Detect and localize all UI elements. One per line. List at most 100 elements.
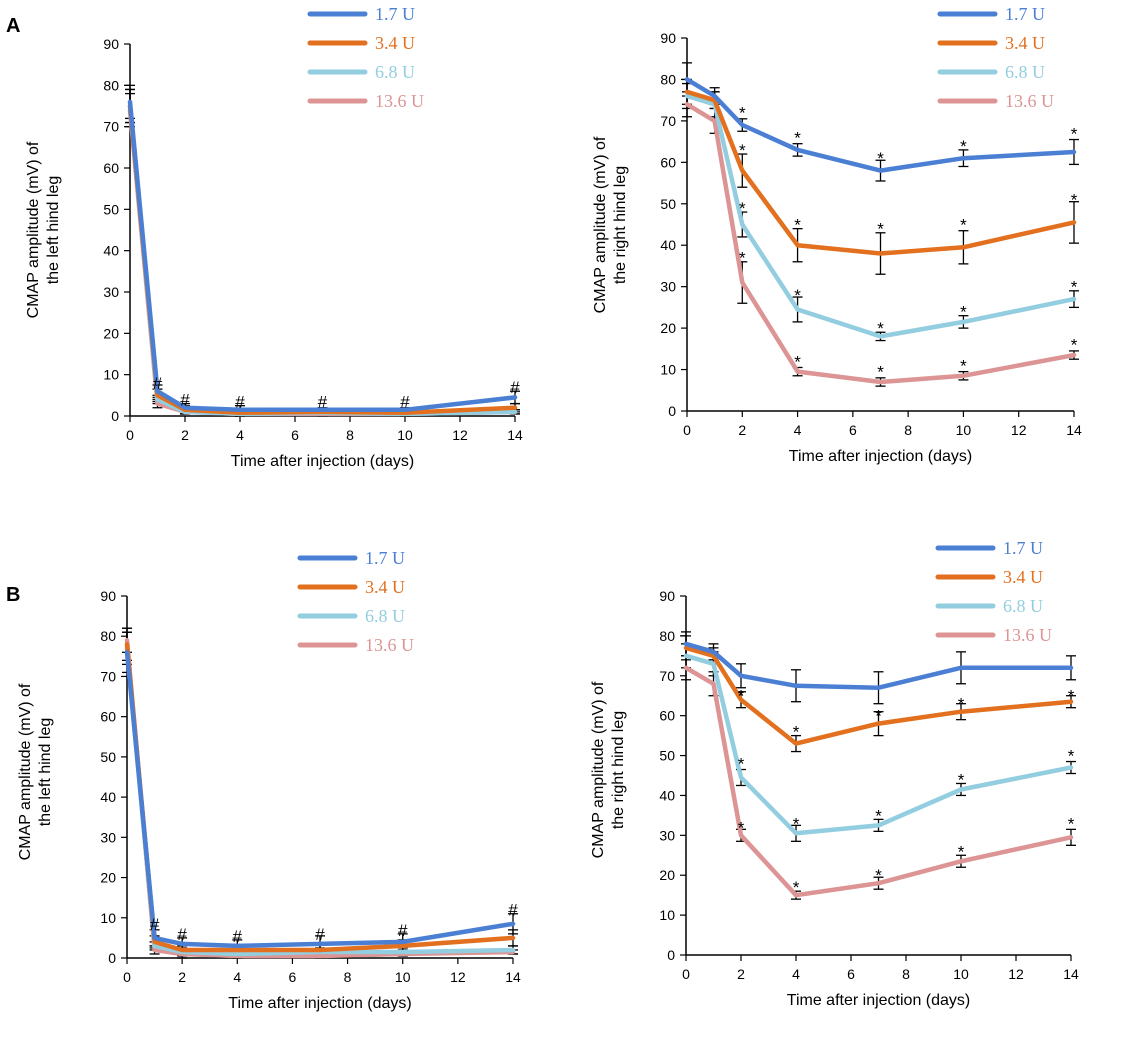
- y-axis-title-line: CMAP amplitude (mV) of: [590, 681, 607, 858]
- x-tick-label: 6: [289, 969, 297, 985]
- data-point-6-8u: [877, 823, 880, 827]
- y-tick-label: 90: [100, 588, 116, 604]
- legend: 1.7 U 3.4 U 6.8 U 13.6 U: [297, 548, 414, 655]
- y-axis-title-line: CMAP amplitude (mV) of: [25, 141, 42, 318]
- data-point-1-7u: [796, 148, 800, 152]
- y-tick-label: 20: [659, 867, 675, 883]
- asterisk-marker: *: [738, 687, 745, 706]
- x-tick-label: 6: [847, 966, 855, 982]
- series-line-3-4u: [127, 103, 518, 415]
- x-tick-label: 2: [737, 966, 745, 982]
- y-tick-label: 20: [103, 325, 119, 341]
- series-13-6u: [125, 92, 520, 417]
- y-tick-label: 40: [100, 789, 116, 805]
- legend-label: 3.4 U: [365, 577, 405, 597]
- data-point-13-6u: [794, 893, 798, 897]
- y-axis-title-line: the right hind leg: [610, 711, 627, 829]
- asterisk-marker: *: [738, 818, 745, 837]
- x-axis-title: Time after injection (days): [787, 992, 970, 1009]
- data-point-1-7u: [685, 77, 689, 81]
- hash-marker: #: [315, 925, 325, 944]
- y-tick-label: 70: [100, 668, 116, 684]
- data-point-1-7u: [712, 650, 715, 654]
- data-point-3-4u: [511, 936, 515, 940]
- data-point-1-7u: [321, 408, 324, 412]
- legend-item-13-6u: 13.6 U: [935, 625, 1052, 645]
- y-tick-label: 0: [111, 408, 119, 424]
- x-tick-label: 4: [794, 422, 802, 438]
- asterisk-marker: *: [1071, 124, 1078, 143]
- x-tick-label: 14: [1066, 422, 1082, 438]
- data-point-6-8u: [511, 948, 515, 952]
- hash-marker: #: [153, 374, 163, 393]
- y-tick-label: 0: [667, 947, 675, 963]
- x-tick-label: 12: [450, 969, 466, 985]
- legend-item-3-4u: 3.4 U: [937, 33, 1045, 53]
- legend-item-1-7u: 1.7 U: [297, 548, 405, 568]
- legend-item-13-6u: 13.6 U: [297, 635, 414, 655]
- x-tick-label: 6: [849, 422, 857, 438]
- data-point-3-4u: [153, 940, 157, 944]
- data-point-1-7u: [183, 406, 187, 410]
- x-tick-label: 0: [126, 427, 134, 443]
- data-point-13-6u: [712, 682, 715, 686]
- data-point-3-4u: [401, 944, 405, 948]
- y-tick-label: 50: [103, 201, 119, 217]
- y-tick-label: 80: [659, 628, 675, 644]
- asterisk-marker: *: [793, 723, 800, 742]
- data-point-6-8u: [959, 787, 963, 791]
- data-point-13-6u: [959, 859, 963, 863]
- x-tick-label: 2: [738, 422, 746, 438]
- y-axis-title-line: the left hind leg: [45, 176, 62, 285]
- data-point-3-4u: [794, 742, 798, 746]
- legend-label: 6.8 U: [365, 606, 405, 626]
- asterisk-marker: *: [877, 220, 884, 239]
- asterisk-marker: *: [1071, 278, 1078, 297]
- x-tick-label: 10: [397, 427, 413, 443]
- y-tick-label: 10: [660, 362, 676, 378]
- x-tick-label: 8: [346, 427, 354, 443]
- panel-label-b: B: [6, 584, 20, 606]
- asterisk-marker: *: [958, 842, 965, 861]
- data-point-6-8u: [1069, 766, 1073, 770]
- data-point-13-6u: [713, 119, 717, 123]
- hash-marker: #: [318, 393, 328, 412]
- data-point-3-4u: [740, 169, 744, 173]
- series-1-7u: [122, 631, 518, 953]
- data-point-13-6u: [1069, 835, 1073, 839]
- panel-label-a: A: [6, 15, 20, 37]
- data-point-1-7u: [1072, 150, 1076, 154]
- hash-marker: #: [400, 393, 410, 412]
- series-line-1-7u: [127, 99, 518, 413]
- data-point-13-6u: [796, 370, 800, 374]
- y-axis-title: CMAP amplitude (mV) of the left hind leg: [17, 683, 54, 860]
- y-tick-label: 90: [660, 30, 676, 46]
- x-tick-label: 14: [1063, 966, 1079, 982]
- y-axis-title-line: the left hind leg: [37, 718, 54, 827]
- data-point-3-4u: [685, 90, 689, 94]
- legend-label: 1.7 U: [1005, 4, 1045, 24]
- series-line-6-8u: [127, 103, 518, 417]
- legend-label: 13.6 U: [1005, 91, 1054, 111]
- x-tick-label: 14: [507, 427, 523, 443]
- asterisk-marker: *: [958, 770, 965, 789]
- asterisk-marker: *: [877, 149, 884, 168]
- legend-label: 6.8 U: [1003, 596, 1043, 616]
- series-3-4u: [122, 627, 518, 957]
- series-line-1-7u: [124, 650, 516, 949]
- y-tick-label: 60: [100, 709, 116, 725]
- data-point-3-4u: [125, 642, 129, 646]
- data-point-3-4u: [235, 948, 239, 952]
- data-point-13-6u: [739, 833, 743, 837]
- data-point-6-8u: [796, 307, 800, 311]
- asterisk-marker: *: [794, 216, 801, 235]
- y-tick-label: 80: [660, 71, 676, 87]
- hash-marker: #: [180, 390, 190, 409]
- x-tick-label: 10: [953, 966, 969, 982]
- data-point-1-7u: [713, 94, 717, 98]
- x-tick-label: 14: [505, 969, 521, 985]
- series-6-8u: [125, 88, 520, 417]
- data-point-13-6u: [1072, 353, 1076, 357]
- data-point-1-7u: [125, 650, 129, 654]
- data-point-13-6u: [153, 948, 157, 952]
